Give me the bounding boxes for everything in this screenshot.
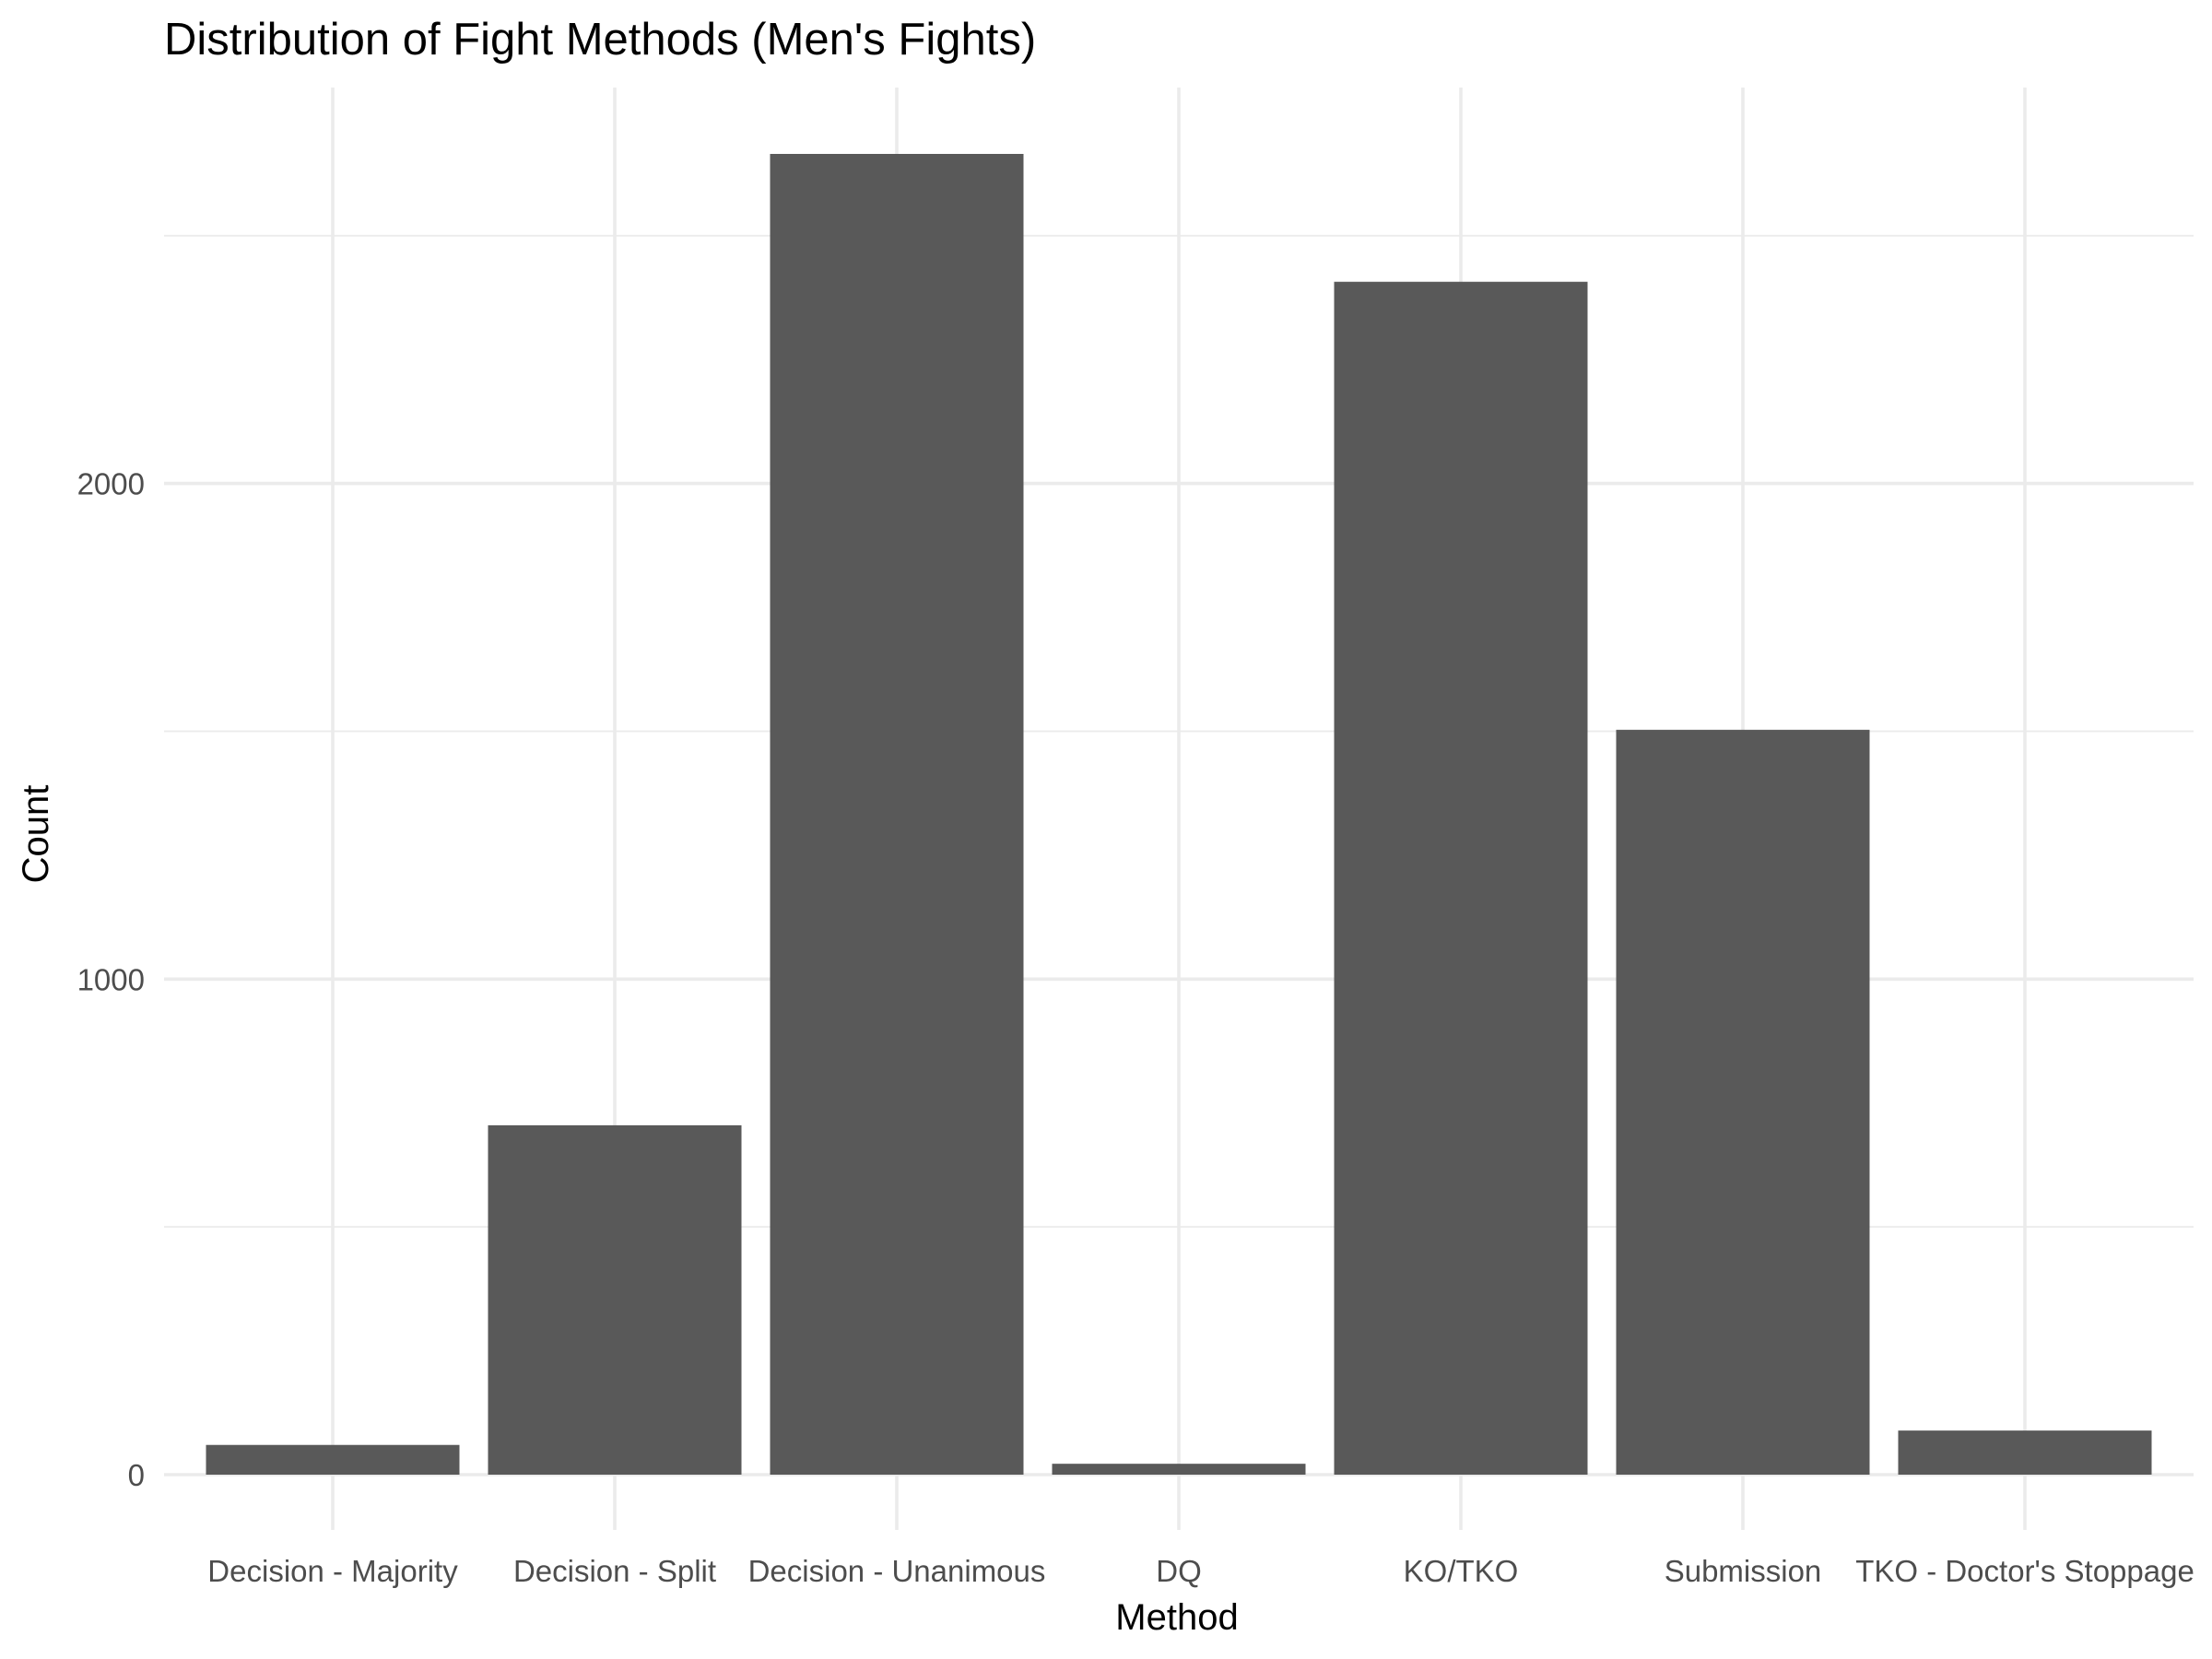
- y-axis-tick-labels: 0 1000 2000: [77, 467, 145, 1492]
- x-tick-label: DQ: [1156, 1554, 1202, 1588]
- bar-ko-tko: [1334, 281, 1588, 1475]
- x-tick-label: Decision - Unanimous: [748, 1554, 1046, 1588]
- x-tick-label: Decision - Split: [513, 1554, 716, 1588]
- bar-submission: [1616, 729, 1870, 1475]
- y-tick-label: 2000: [77, 467, 145, 501]
- bars: [206, 154, 2152, 1475]
- x-tick-label: TKO - Doctor's Stoppage: [1855, 1554, 2194, 1588]
- bar-dq: [1052, 1464, 1306, 1475]
- x-tick-label: KO/TKO: [1404, 1554, 1519, 1588]
- y-tick-label: 1000: [77, 962, 145, 996]
- bar-decision-split: [488, 1124, 742, 1475]
- bar-tko-doctor-s-stoppage: [1898, 1430, 2152, 1475]
- x-axis-title: Method: [1115, 1597, 1238, 1638]
- chart-title: Distribution of Fight Methods (Men's Fig…: [164, 15, 1036, 65]
- x-axis-tick-labels: Decision - Majority Decision - Split Decis…: [207, 1554, 2194, 1588]
- x-tick-label: Submission: [1665, 1554, 1822, 1588]
- x-tick-label: Decision - Majority: [207, 1554, 458, 1588]
- y-tick-label: 0: [128, 1458, 145, 1492]
- bar-decision-unanimous: [770, 154, 1024, 1475]
- bar-decision-majority: [206, 1444, 460, 1475]
- y-axis-title: Count: [16, 785, 56, 884]
- grid: [164, 88, 2194, 1530]
